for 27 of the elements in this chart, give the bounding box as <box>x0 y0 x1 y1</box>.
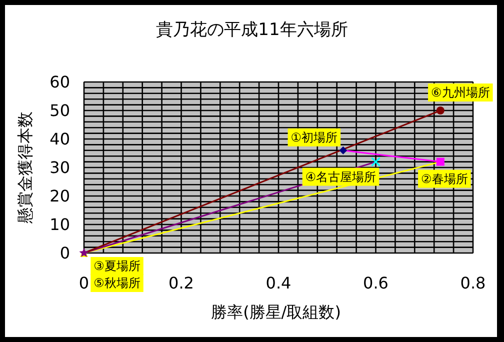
title: 貴乃花の平成11年六場所 <box>156 20 348 40</box>
annotation: ②春場所 <box>421 172 468 186</box>
ytick: 20 <box>50 186 70 206</box>
annotation: ③夏場所 <box>94 259 140 273</box>
xtick: 0.2 <box>168 274 194 292</box>
annotation: ①初場所 <box>288 128 341 146</box>
xlabel: 勝率(勝星/取組数) <box>211 302 341 322</box>
ytick: 60 <box>50 72 70 92</box>
xtick: 0.6 <box>363 274 388 292</box>
ylabel: 懸賞金獲得本数 <box>16 112 34 224</box>
annotation: ④名古屋場所 <box>305 170 376 184</box>
annotation: ⑤秋場所 <box>94 276 140 290</box>
ytick: 40 <box>50 130 70 148</box>
annotation: ①初場所 <box>290 130 338 144</box>
xtick: 0 <box>78 274 90 292</box>
ytick: 30 <box>50 158 70 177</box>
annotation: ⑤秋場所 <box>90 274 144 292</box>
annotation: ⑥九州場所 <box>431 86 490 100</box>
ytick: 50 <box>50 101 70 120</box>
xtick: 0.4 <box>266 274 292 292</box>
xtick: 0.8 <box>460 274 486 292</box>
annotation: ③夏場所 <box>90 257 144 275</box>
ytick: 10 <box>50 215 70 234</box>
annotation: ②春場所 <box>418 170 471 188</box>
ytick: 0 <box>60 244 70 262</box>
annotation: ⑥九州場所 <box>428 84 493 102</box>
annotation: ④名古屋場所 <box>302 168 380 186</box>
